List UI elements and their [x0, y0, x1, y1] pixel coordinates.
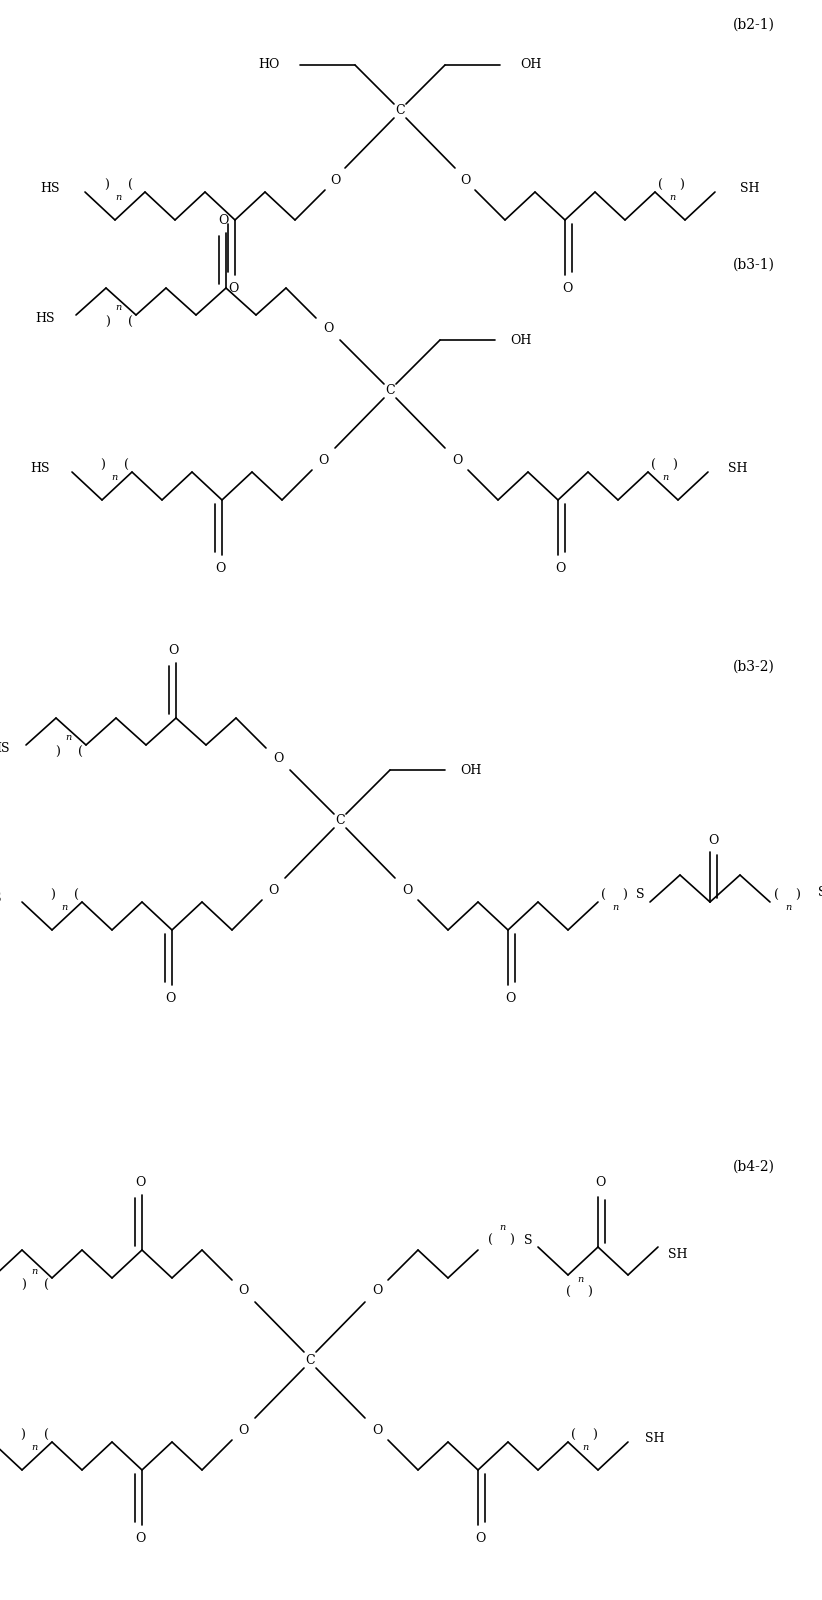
Text: n: n [115, 304, 121, 312]
Text: ): ) [588, 1285, 593, 1299]
Text: n: n [111, 474, 117, 483]
Text: HS: HS [30, 461, 50, 475]
Text: O: O [372, 1283, 382, 1296]
Text: O: O [323, 322, 333, 334]
Text: n: n [65, 733, 72, 742]
Text: SH: SH [728, 461, 747, 475]
Text: n: n [785, 904, 791, 912]
Text: O: O [165, 992, 175, 1005]
Text: (: ( [487, 1234, 492, 1246]
Text: ): ) [593, 1429, 598, 1442]
Text: ): ) [100, 459, 105, 472]
Text: O: O [372, 1424, 382, 1437]
Text: ): ) [796, 888, 801, 901]
Text: (: ( [774, 888, 778, 901]
Text: HS: HS [0, 891, 2, 904]
Text: (b4-2): (b4-2) [733, 1160, 775, 1174]
Text: O: O [595, 1176, 605, 1189]
Text: O: O [168, 643, 178, 656]
Text: (b2-1): (b2-1) [733, 18, 775, 32]
Text: O: O [452, 453, 462, 467]
Text: ): ) [672, 459, 677, 472]
Text: (: ( [73, 888, 78, 901]
Text: HS: HS [40, 181, 60, 195]
Text: (: ( [123, 459, 128, 472]
Text: SH: SH [818, 885, 822, 899]
Text: ): ) [21, 1278, 26, 1291]
Text: O: O [218, 213, 229, 227]
Text: (: ( [77, 746, 82, 758]
Text: O: O [561, 282, 572, 294]
Text: (: ( [650, 459, 655, 472]
Text: O: O [135, 1531, 145, 1544]
Text: O: O [135, 1176, 145, 1189]
Text: ): ) [680, 179, 685, 192]
Text: O: O [555, 562, 566, 574]
Text: (: ( [570, 1429, 575, 1442]
Text: O: O [330, 173, 340, 187]
Text: (: ( [566, 1285, 570, 1299]
Text: OH: OH [520, 59, 542, 72]
Text: O: O [215, 562, 225, 574]
Text: (b3-1): (b3-1) [733, 258, 775, 272]
Text: HO: HO [259, 59, 280, 72]
Text: OH: OH [460, 763, 482, 776]
Text: n: n [582, 1443, 588, 1453]
Text: n: n [612, 904, 618, 912]
Text: n: n [669, 194, 675, 203]
Text: (: ( [127, 315, 132, 328]
Text: ): ) [51, 888, 55, 901]
Text: n: n [31, 1443, 37, 1453]
Text: (: ( [44, 1429, 48, 1442]
Text: O: O [475, 1531, 485, 1544]
Text: (: ( [44, 1278, 48, 1291]
Text: C: C [335, 813, 344, 827]
Text: n: n [31, 1267, 37, 1277]
Text: n: n [61, 904, 67, 912]
Text: HS: HS [0, 741, 10, 755]
Text: (: ( [601, 888, 606, 901]
Text: ): ) [622, 888, 627, 901]
Text: S: S [635, 888, 644, 901]
Text: O: O [459, 173, 470, 187]
Text: O: O [402, 883, 412, 896]
Text: ): ) [105, 315, 110, 328]
Text: OH: OH [510, 333, 531, 347]
Text: n: n [499, 1222, 506, 1232]
Text: n: n [577, 1275, 583, 1285]
Text: ): ) [56, 746, 61, 758]
Text: O: O [268, 883, 278, 896]
Text: SH: SH [645, 1432, 664, 1445]
Text: n: n [115, 194, 121, 203]
Text: (: ( [658, 179, 663, 192]
Text: O: O [708, 834, 718, 846]
Text: ): ) [104, 179, 109, 192]
Text: O: O [273, 752, 284, 765]
Text: (: ( [127, 179, 132, 192]
Text: C: C [386, 384, 395, 397]
Text: O: O [238, 1283, 248, 1296]
Text: O: O [238, 1424, 248, 1437]
Text: O: O [505, 992, 515, 1005]
Text: ): ) [510, 1234, 515, 1246]
Text: O: O [318, 453, 328, 467]
Text: (b3-2): (b3-2) [733, 659, 775, 674]
Text: SH: SH [740, 181, 760, 195]
Text: C: C [395, 104, 404, 117]
Text: ): ) [21, 1429, 25, 1442]
Text: n: n [662, 474, 668, 483]
Text: O: O [228, 282, 238, 294]
Text: S: S [524, 1234, 533, 1246]
Text: C: C [305, 1354, 315, 1366]
Text: HS: HS [35, 312, 55, 325]
Text: SH: SH [668, 1248, 687, 1261]
